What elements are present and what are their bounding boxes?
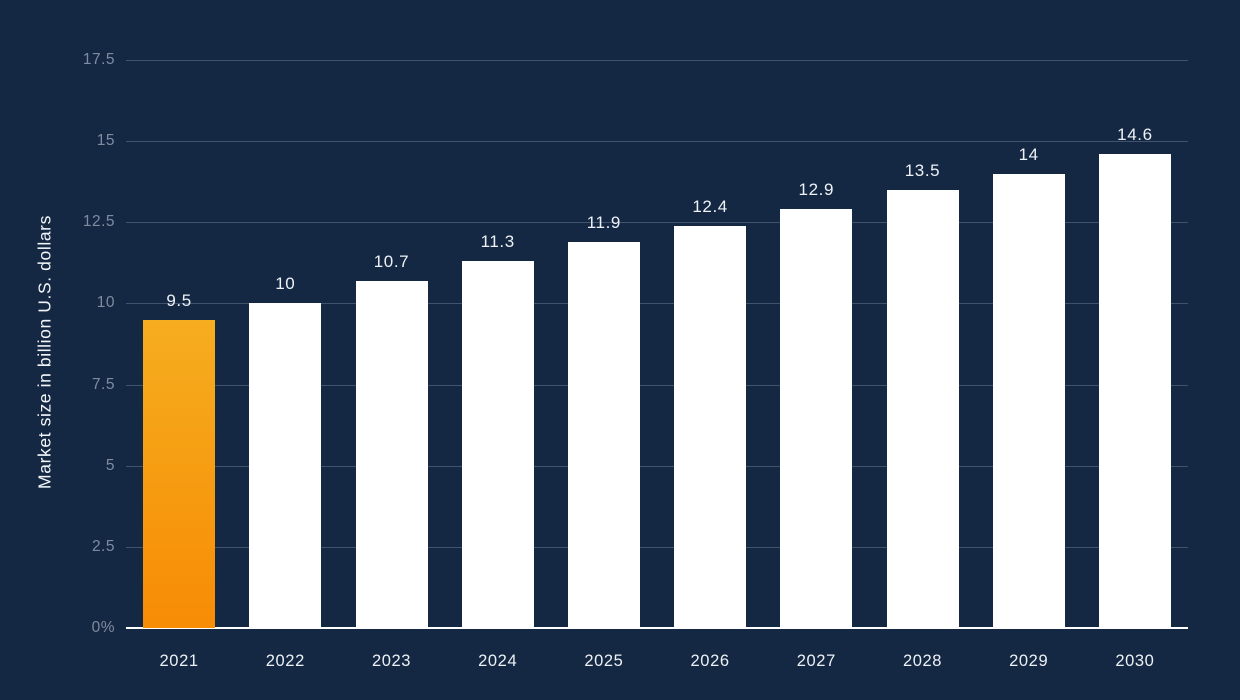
y-tick-label: 15 bbox=[96, 132, 115, 150]
bar-2030[interactable] bbox=[1098, 154, 1171, 628]
x-tick-label: 2022 bbox=[265, 652, 305, 670]
y-tick-label: 17.5 bbox=[82, 51, 115, 68]
bar-2029[interactable] bbox=[992, 173, 1065, 628]
gridline-2.5 bbox=[126, 546, 1188, 548]
y-tick-label: 10 bbox=[96, 294, 115, 312]
x-tick-label: 2027 bbox=[796, 652, 836, 670]
x-tick-label: 2026 bbox=[690, 652, 730, 670]
x-tick-label: 2025 bbox=[584, 652, 624, 670]
bar-2024[interactable] bbox=[461, 261, 534, 628]
x-tick-label: 2029 bbox=[1009, 652, 1049, 670]
y-tick-label: 5 bbox=[105, 456, 115, 474]
bar-2028[interactable] bbox=[886, 189, 959, 628]
x-tick-label: 2030 bbox=[1115, 652, 1155, 670]
gridline-17.5 bbox=[126, 60, 1188, 61]
gridline-7.5 bbox=[126, 384, 1188, 386]
bar-value-label: 14 bbox=[1018, 144, 1039, 164]
gridline-10 bbox=[126, 303, 1188, 305]
x-tick-label: 2024 bbox=[478, 652, 518, 670]
y-tick-label: 0% bbox=[91, 619, 115, 636]
gridline-5 bbox=[126, 465, 1188, 467]
y-tick-label: 7.5 bbox=[91, 375, 115, 393]
bar-value-label: 14.6 bbox=[1117, 125, 1153, 145]
bar-2025[interactable] bbox=[567, 241, 640, 628]
bar-value-label: 12.9 bbox=[798, 180, 835, 200]
bar-2023[interactable] bbox=[355, 280, 428, 628]
bar-value-label: 10 bbox=[275, 274, 296, 294]
bar-value-label: 10.7 bbox=[373, 251, 410, 271]
bar-2026[interactable] bbox=[674, 225, 747, 628]
bar-value-label: 11.9 bbox=[586, 212, 621, 232]
y-axis-title: Market size in billion U.S. dollars bbox=[34, 215, 55, 489]
y-tick-label: 12.5 bbox=[82, 213, 115, 231]
gridline-12.5 bbox=[126, 222, 1188, 224]
y-tick-label: 2.5 bbox=[91, 537, 115, 555]
bar-value-label: 13.5 bbox=[904, 160, 941, 180]
bar-2021[interactable] bbox=[143, 319, 216, 628]
x-axis-line bbox=[126, 627, 1188, 629]
x-tick-label: 2023 bbox=[371, 652, 412, 670]
gridline-15 bbox=[126, 141, 1188, 143]
bar-value-label: 9.5 bbox=[166, 290, 192, 310]
x-tick-label: 2028 bbox=[902, 652, 943, 670]
bar-value-label: 11.3 bbox=[480, 232, 515, 252]
bar-2027[interactable] bbox=[780, 209, 853, 628]
x-tick-label: 2021 bbox=[159, 652, 199, 670]
bar-value-label: 12.4 bbox=[692, 196, 728, 216]
plot-area bbox=[126, 60, 1188, 629]
bar-2022[interactable] bbox=[249, 303, 322, 628]
